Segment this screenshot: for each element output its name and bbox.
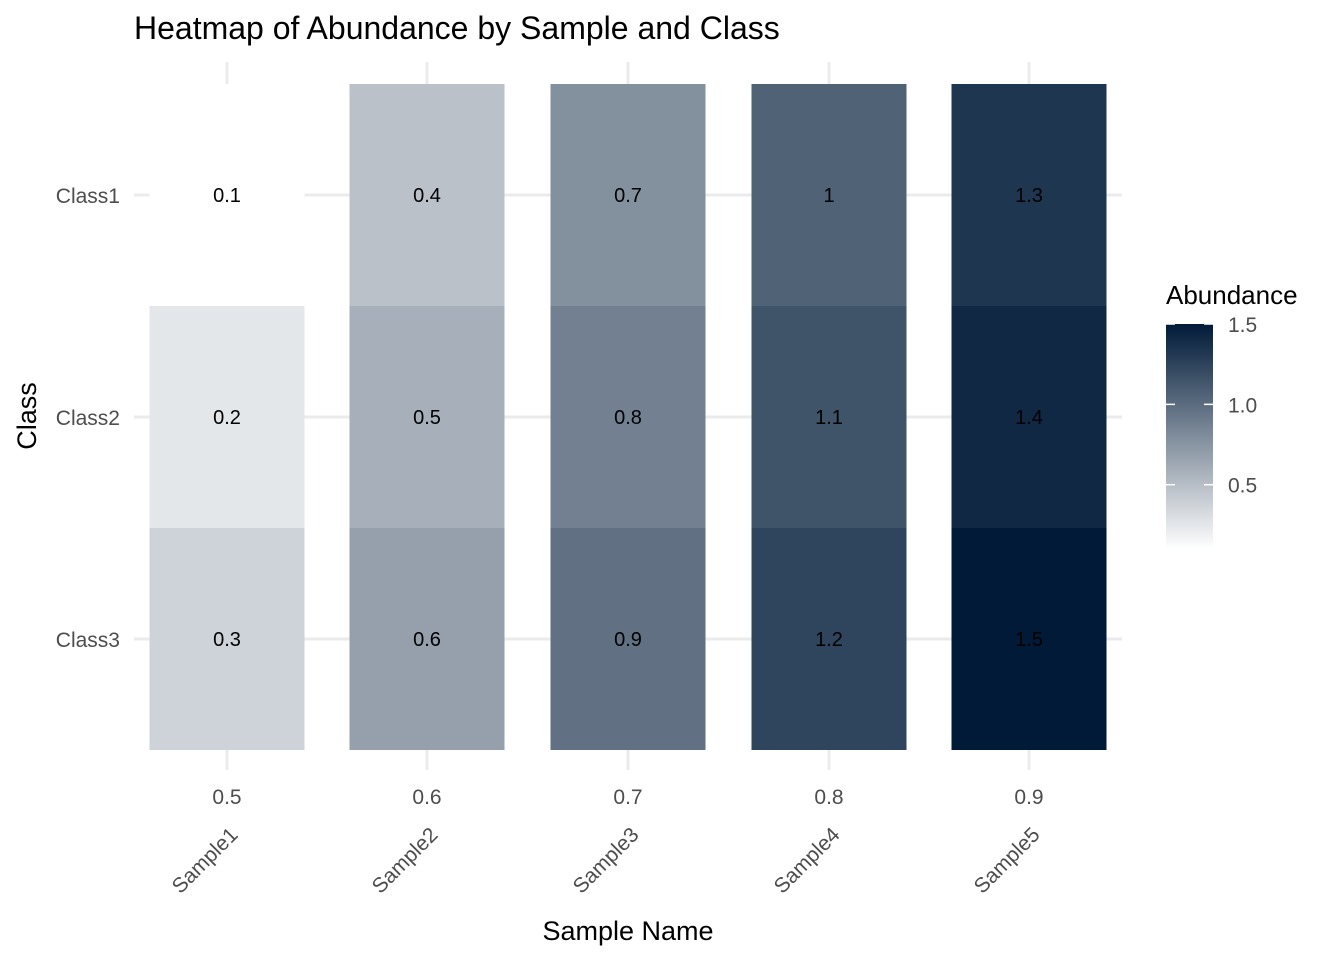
cell-value-label: 0.6 (413, 629, 441, 651)
heatmap-cell (951, 528, 1107, 750)
cell-value-label: 1.5 (1015, 629, 1043, 651)
x-axis-tick-labels: 0.5 0.6 0.7 0.8 0.9 (212, 786, 1043, 809)
chart-title: Heatmap of Abundance by Sample and Class (134, 10, 780, 46)
cell-value-label: 0.4 (413, 185, 441, 207)
heatmap-cell (550, 84, 706, 306)
y-tick-label: Class3 (56, 629, 120, 652)
x-tick-label: 0.5 (212, 786, 241, 809)
legend-tick-label: 1.5 (1228, 314, 1257, 337)
x-tick-label: 0.9 (1014, 786, 1043, 809)
heatmap-cell (149, 528, 305, 750)
heatmap-cell (349, 306, 505, 528)
cell-labels: 0.1 0.2 0.3 0.4 0.5 0.6 0.7 0.8 0.9 1 1.1 1.2 1.3 1.4… (213, 185, 1043, 651)
cell-value-label: 1 (823, 185, 834, 207)
x-category-label: Sample3 (569, 823, 644, 898)
cell-value-label: 1.2 (815, 629, 843, 651)
cell-value-label: 1.4 (1015, 407, 1043, 429)
heatmap-cell (149, 84, 305, 306)
legend-tick-label: 0.5 (1228, 475, 1257, 498)
heatmap-cell (349, 84, 505, 306)
cell-value-label: 0.5 (413, 407, 441, 429)
cell-value-label: 0.7 (614, 185, 642, 207)
cell-value-label: 0.3 (213, 629, 241, 651)
y-tick-label: Class1 (56, 185, 120, 208)
y-axis-title: Class (12, 382, 42, 450)
legend-tick-label: 1.0 (1228, 394, 1257, 417)
cell-value-label: 0.8 (614, 407, 642, 429)
x-axis-category-labels: Sample1 Sample2 Sample3 Sample4 Sample5 (168, 823, 1045, 898)
x-axis-title: Sample Name (542, 916, 713, 946)
legend: Abundance 0.5 1.0 1.5 (1166, 280, 1298, 549)
heatmap-cell (751, 84, 907, 306)
heatmap-cell (149, 306, 305, 528)
heatmap-cell (751, 306, 907, 528)
cell-value-label: 0.2 (213, 407, 241, 429)
legend-title: Abundance (1166, 280, 1298, 310)
x-category-label: Sample4 (770, 823, 845, 898)
heatmap-cell (550, 528, 706, 750)
x-tick-label: 0.8 (814, 786, 843, 809)
heatmap-cells (149, 84, 1107, 750)
x-category-label: Sample2 (368, 823, 443, 898)
cell-value-label: 1.1 (815, 407, 843, 429)
heatmap-cell (951, 306, 1107, 528)
legend-ticks: 0.5 1.0 1.5 (1166, 314, 1257, 498)
heatmap-cell (751, 528, 907, 750)
x-tick-label: 0.7 (613, 786, 642, 809)
y-axis-tick-labels: Class1 Class2 Class3 (56, 185, 120, 652)
cell-value-label: 0.9 (614, 629, 642, 651)
cell-value-label: 1.3 (1015, 185, 1043, 207)
x-category-label: Sample5 (970, 823, 1045, 898)
cell-value-label: 0.1 (213, 185, 241, 207)
x-category-label: Sample1 (168, 823, 243, 898)
heatmap-cell (951, 84, 1107, 306)
y-tick-label: Class2 (56, 407, 120, 430)
heatmap-cell (349, 528, 505, 750)
heatmap-cell (550, 306, 706, 528)
legend-colorbar (1166, 324, 1213, 549)
x-tick-label: 0.6 (412, 786, 441, 809)
